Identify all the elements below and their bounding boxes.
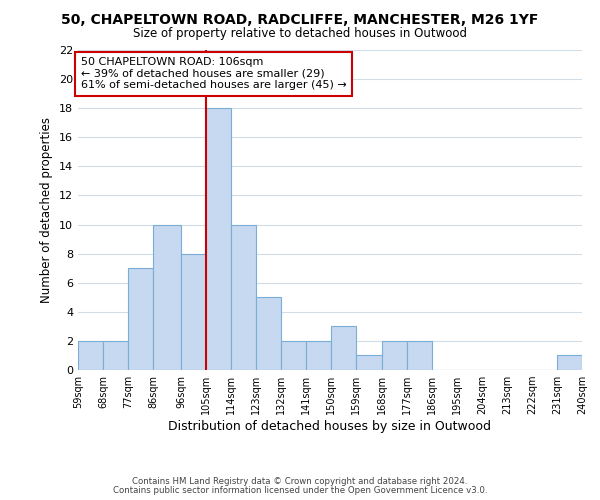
Bar bbox=[557, 356, 582, 370]
Bar bbox=[103, 341, 128, 370]
Bar bbox=[331, 326, 356, 370]
X-axis label: Distribution of detached houses by size in Outwood: Distribution of detached houses by size … bbox=[169, 420, 491, 433]
Y-axis label: Number of detached properties: Number of detached properties bbox=[40, 117, 53, 303]
Bar bbox=[356, 356, 382, 370]
Text: Contains HM Land Registry data © Crown copyright and database right 2024.: Contains HM Land Registry data © Crown c… bbox=[132, 477, 468, 486]
Bar bbox=[181, 254, 206, 370]
Bar bbox=[382, 341, 407, 370]
Text: Contains public sector information licensed under the Open Government Licence v3: Contains public sector information licen… bbox=[113, 486, 487, 495]
Bar bbox=[153, 224, 181, 370]
Bar bbox=[206, 108, 231, 370]
Bar bbox=[78, 341, 103, 370]
Bar bbox=[307, 341, 331, 370]
Text: 50 CHAPELTOWN ROAD: 106sqm
← 39% of detached houses are smaller (29)
61% of semi: 50 CHAPELTOWN ROAD: 106sqm ← 39% of deta… bbox=[81, 58, 347, 90]
Bar bbox=[128, 268, 153, 370]
Bar bbox=[281, 341, 307, 370]
Bar bbox=[256, 298, 281, 370]
Text: 50, CHAPELTOWN ROAD, RADCLIFFE, MANCHESTER, M26 1YF: 50, CHAPELTOWN ROAD, RADCLIFFE, MANCHEST… bbox=[61, 12, 539, 26]
Bar bbox=[231, 224, 256, 370]
Bar bbox=[407, 341, 431, 370]
Text: Size of property relative to detached houses in Outwood: Size of property relative to detached ho… bbox=[133, 28, 467, 40]
